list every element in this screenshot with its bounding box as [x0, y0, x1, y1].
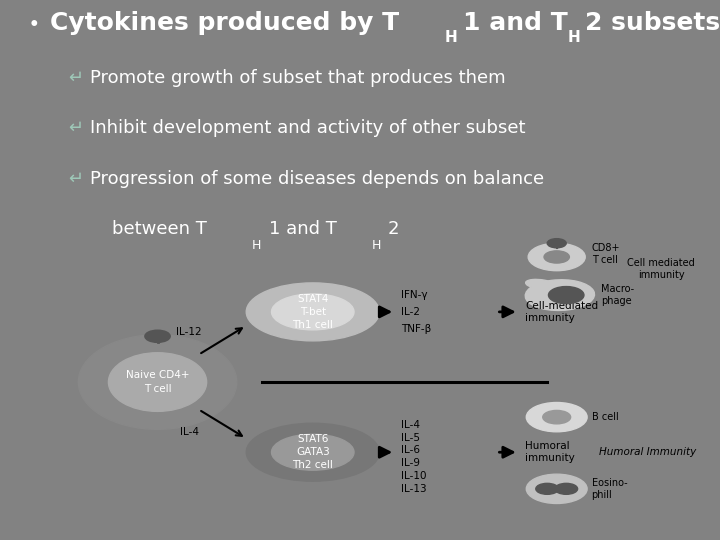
Ellipse shape: [246, 423, 379, 481]
Text: 2: 2: [388, 220, 400, 238]
Ellipse shape: [526, 279, 556, 289]
Ellipse shape: [78, 335, 237, 429]
Text: IL-5: IL-5: [402, 433, 420, 443]
Text: ↵: ↵: [68, 119, 84, 137]
Text: Promote growth of subset that produces them: Promote growth of subset that produces t…: [90, 69, 505, 87]
Circle shape: [547, 239, 566, 248]
Text: ↵: ↵: [68, 170, 84, 188]
Ellipse shape: [271, 434, 354, 470]
Text: IL-13: IL-13: [402, 484, 427, 494]
Text: H: H: [568, 30, 581, 45]
Text: STAT6
GATA3
Th2 cell: STAT6 GATA3 Th2 cell: [292, 434, 333, 470]
Circle shape: [528, 243, 585, 271]
Text: IL-10: IL-10: [402, 471, 427, 481]
Text: IL-9: IL-9: [402, 458, 420, 468]
Text: Eosino-
phill: Eosino- phill: [592, 478, 627, 500]
Text: IL-4: IL-4: [180, 427, 199, 437]
Circle shape: [526, 474, 587, 503]
Text: IFN-γ: IFN-γ: [402, 290, 428, 300]
Text: IL-12: IL-12: [176, 327, 202, 337]
Circle shape: [555, 483, 577, 494]
Text: Macro-
phage: Macro- phage: [601, 284, 634, 306]
Text: Humoral Immunity: Humoral Immunity: [599, 447, 696, 457]
Text: Cell-mediated
immunity: Cell-mediated immunity: [525, 301, 598, 323]
Text: H: H: [372, 239, 382, 252]
Text: IL-2: IL-2: [402, 307, 420, 317]
Text: Humoral
immunity: Humoral immunity: [525, 441, 575, 463]
Circle shape: [526, 402, 587, 432]
Text: CD8+
T cell: CD8+ T cell: [592, 243, 620, 265]
Text: TNF-β: TNF-β: [402, 323, 432, 334]
Text: ↵: ↵: [68, 69, 84, 87]
Text: Cytokines produced by T: Cytokines produced by T: [50, 11, 400, 36]
Text: Inhibit development and activity of other subset: Inhibit development and activity of othe…: [90, 119, 526, 137]
Text: H: H: [445, 30, 458, 45]
Circle shape: [544, 251, 570, 263]
Ellipse shape: [246, 283, 379, 341]
Circle shape: [543, 410, 571, 424]
Text: 1 and T: 1 and T: [269, 220, 336, 238]
Ellipse shape: [525, 280, 595, 310]
Text: between T: between T: [112, 220, 207, 238]
Text: IL-4: IL-4: [402, 420, 420, 430]
Text: IL-6: IL-6: [402, 446, 420, 455]
Circle shape: [549, 287, 584, 303]
Text: Progression of some diseases depends on balance: Progression of some diseases depends on …: [90, 170, 544, 188]
Circle shape: [145, 330, 170, 342]
Ellipse shape: [271, 294, 354, 330]
Ellipse shape: [109, 353, 207, 411]
Circle shape: [536, 483, 559, 494]
Text: •: •: [29, 16, 40, 34]
Text: 2 subsets: 2 subsets: [585, 11, 720, 36]
Text: B cell: B cell: [592, 412, 618, 422]
Text: Naive CD4+
T cell: Naive CD4+ T cell: [126, 370, 189, 394]
Text: 1 and T: 1 and T: [463, 11, 567, 36]
Text: STAT4
T-bet
Th1 cell: STAT4 T-bet Th1 cell: [292, 294, 333, 330]
Text: H: H: [252, 239, 261, 252]
Text: Cell mediated
immunity: Cell mediated immunity: [627, 258, 695, 280]
